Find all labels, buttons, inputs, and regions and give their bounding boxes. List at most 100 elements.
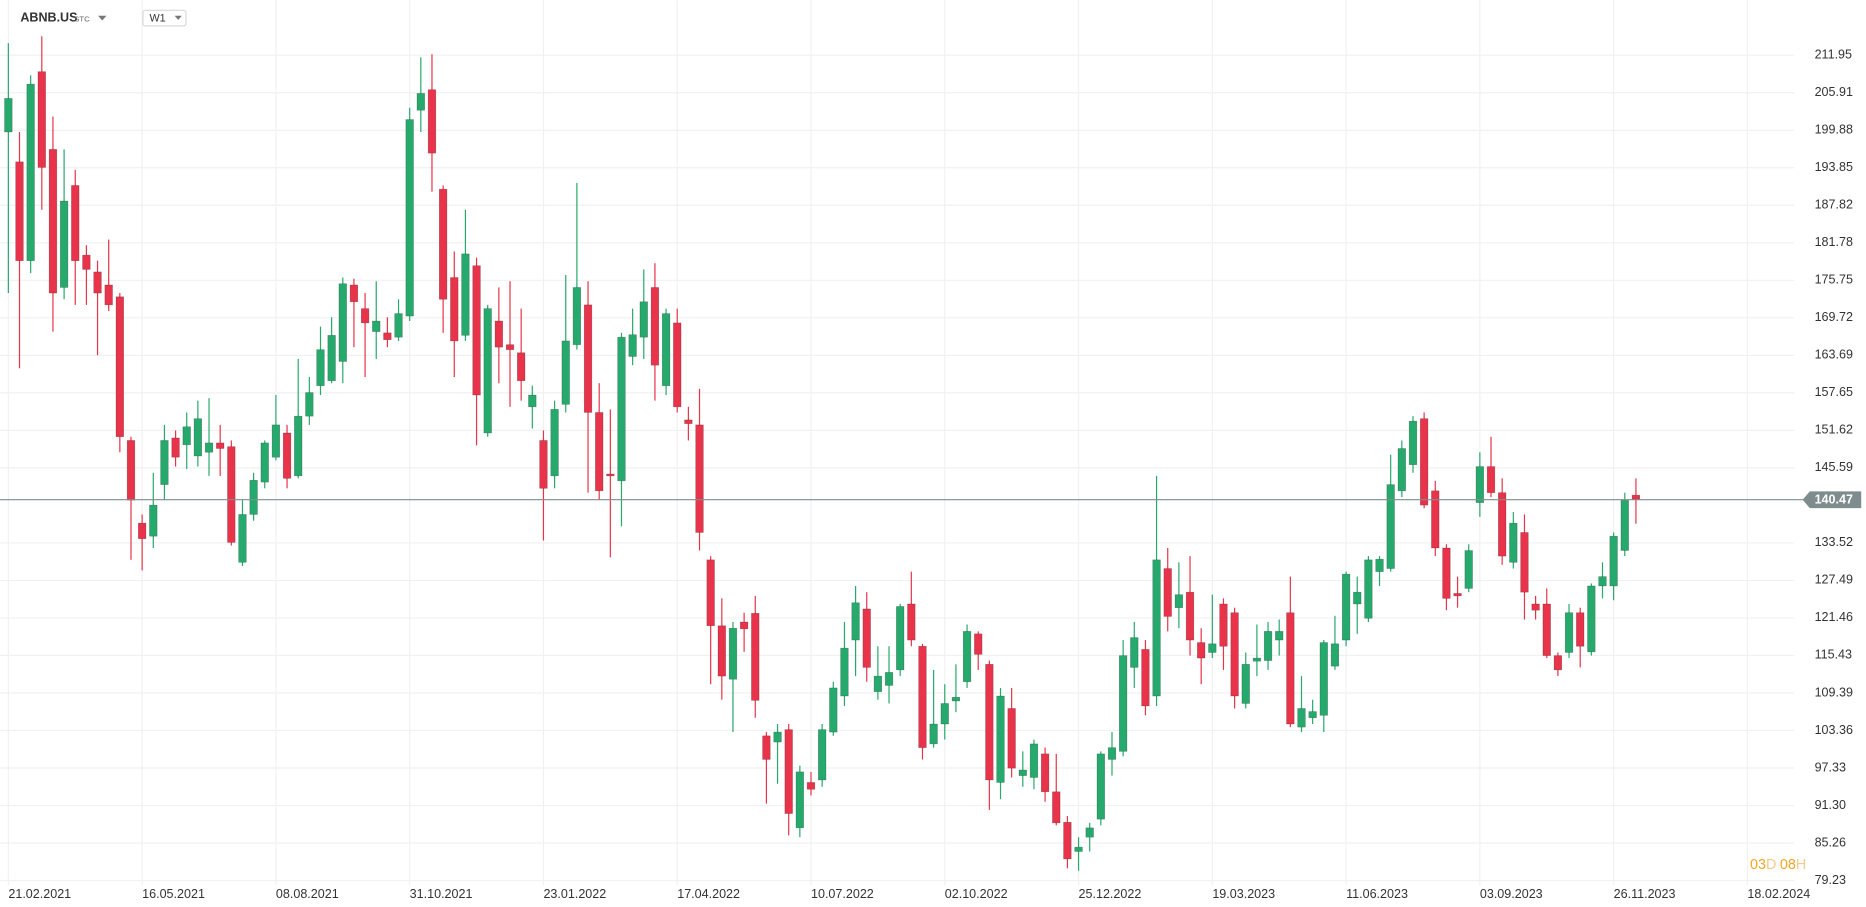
candle-body	[1085, 827, 1094, 838]
candle-body	[59, 200, 69, 288]
countdown-h: H	[1796, 857, 1806, 873]
candle-body	[1520, 532, 1529, 593]
candle-body	[661, 313, 671, 387]
interval-box[interactable]	[142, 9, 187, 27]
candle-body	[795, 771, 804, 829]
candle-body	[82, 254, 91, 270]
candle-body	[583, 304, 593, 413]
candle-body	[1241, 664, 1250, 704]
candle-body	[327, 335, 336, 382]
interval[interactable]: W1	[150, 13, 166, 25]
market: STC	[74, 14, 90, 23]
candle-body	[1431, 490, 1440, 549]
candle-body	[1252, 657, 1262, 662]
candle-body	[784, 729, 793, 814]
candle-body	[1074, 846, 1083, 852]
y-tick-label: 85.26	[1815, 835, 1846, 849]
y-tick-label: 193.85	[1815, 160, 1853, 174]
last-price-tag	[1802, 491, 1862, 509]
x-tick-label: 21.02.2021	[8, 887, 71, 901]
interval-dropdown[interactable]	[174, 15, 182, 20]
x-tick-label: 17.04.2022	[677, 887, 740, 901]
candle-body	[494, 320, 503, 348]
candle-body	[316, 349, 325, 387]
candle-body	[1107, 747, 1117, 760]
y-tick-label: 187.82	[1815, 198, 1853, 212]
candle-body	[1364, 559, 1373, 619]
candle-body	[650, 287, 660, 366]
candle-body	[773, 731, 782, 743]
candle-body	[1609, 535, 1618, 587]
candle-body	[1297, 708, 1306, 728]
candle-body	[1419, 418, 1429, 506]
candle-body	[1040, 753, 1050, 793]
candle-body	[1598, 576, 1607, 587]
candle-body	[238, 514, 247, 563]
symbol[interactable]: ABNB.US	[20, 10, 77, 24]
candle-body	[818, 729, 827, 781]
candle-body	[1442, 547, 1451, 599]
candle-body	[884, 672, 894, 686]
y-tick-label: 121.46	[1815, 610, 1853, 624]
y-tick-label: 103.36	[1815, 723, 1853, 737]
y-tick-label: 79.23	[1815, 873, 1846, 887]
candle-body	[438, 188, 448, 300]
candle-body	[929, 723, 938, 745]
candle-body	[461, 253, 470, 336]
candle-body	[528, 394, 537, 408]
candle-body	[15, 161, 24, 262]
candle-body	[561, 340, 570, 405]
candle-body	[1141, 649, 1150, 707]
candle-body	[37, 71, 46, 168]
candle-body	[193, 418, 202, 457]
y-tick-label: 145.59	[1815, 460, 1853, 474]
candle-body	[1007, 708, 1016, 769]
candle-body	[1119, 655, 1128, 752]
candle-body	[974, 633, 983, 655]
candle-body	[1018, 769, 1027, 776]
candle-body	[394, 313, 403, 338]
candle-body	[1130, 637, 1139, 668]
x-tick-label: 08.08.2021	[276, 887, 339, 901]
candle-body	[1163, 568, 1172, 617]
candle-body	[628, 334, 637, 357]
countdown-d: D	[1766, 857, 1776, 873]
candle-body	[606, 473, 615, 477]
candle-body	[595, 412, 604, 492]
candle-body	[907, 603, 916, 641]
candle-body	[1408, 420, 1418, 465]
y-tick-label: 91.30	[1815, 798, 1846, 812]
x-tick-label: 16.05.2021	[142, 887, 205, 901]
candle-body	[4, 98, 13, 133]
x-tick-label: 02.10.2022	[945, 887, 1008, 901]
candle-body	[517, 352, 526, 382]
countdown-days: 03	[1750, 857, 1766, 873]
candle-body	[182, 426, 191, 446]
candles	[4, 36, 1641, 871]
y-tick-label: 97.33	[1815, 760, 1846, 774]
candle-body	[1397, 448, 1406, 492]
y-tick-label: 211.95	[1815, 48, 1852, 62]
candle-body	[1319, 642, 1328, 716]
candle-body	[840, 647, 849, 697]
candle-body	[1152, 559, 1161, 697]
y-tick-label: 181.78	[1815, 235, 1853, 249]
candle-body	[405, 119, 414, 317]
candle-body	[383, 332, 392, 340]
candle-body	[1564, 612, 1574, 653]
candle-body	[171, 437, 180, 458]
candle-body	[751, 613, 760, 701]
candle-body	[138, 522, 147, 539]
y-tick-label: 175.75	[1815, 273, 1853, 287]
candle-body	[739, 621, 749, 630]
y-tick-label: 109.39	[1815, 685, 1853, 699]
candle-body	[483, 308, 492, 434]
symbol-dropdown[interactable]	[98, 15, 107, 21]
candle-body	[695, 424, 704, 533]
candle-body	[115, 296, 124, 438]
candle-body	[48, 149, 58, 294]
candle-body	[1275, 631, 1284, 641]
candle-body	[962, 631, 972, 683]
candle-body	[450, 277, 459, 342]
